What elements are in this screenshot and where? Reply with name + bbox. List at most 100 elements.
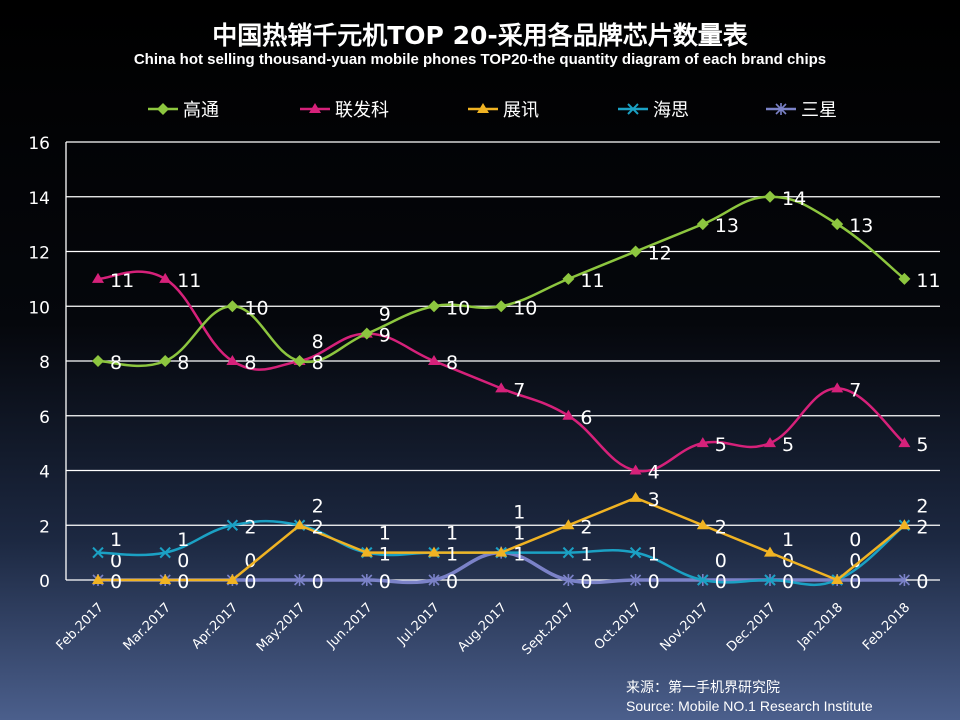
triangle-marker <box>360 546 373 557</box>
x-tick-label: Jul.2017 <box>394 600 443 649</box>
asterisk-marker <box>361 574 373 586</box>
data-label: 0 <box>849 571 861 593</box>
triangle-marker <box>696 519 709 530</box>
x-marker <box>697 574 709 586</box>
legend-item-2: 展讯 <box>468 100 539 121</box>
source-line-cn: 来源：第一手机界研究院 <box>626 679 780 695</box>
legend-label: 三星 <box>801 100 837 121</box>
triangle-marker <box>831 574 844 584</box>
triangle-marker <box>309 103 321 113</box>
triangle-marker <box>629 464 642 475</box>
triangle-marker <box>562 519 575 530</box>
diamond-marker <box>159 355 172 367</box>
diamond-marker <box>562 272 575 285</box>
data-label: 2 <box>715 516 727 538</box>
x-marker <box>629 546 642 559</box>
triangle-marker <box>477 103 489 113</box>
y-tick-label: 10 <box>28 298 50 318</box>
data-label: 8 <box>312 352 324 374</box>
legend-label: 海思 <box>653 100 689 121</box>
y-tick-label: 2 <box>39 517 50 537</box>
data-label: 10 <box>244 297 268 319</box>
diamond-marker <box>696 218 709 231</box>
data-label: 3 <box>648 489 660 511</box>
x-marker <box>159 546 171 559</box>
data-label: 1 <box>782 529 794 551</box>
data-label: 11 <box>110 270 134 292</box>
data-label: 2 <box>916 516 928 538</box>
diamond-marker <box>92 355 104 367</box>
y-tick-label: 14 <box>28 189 50 209</box>
data-label: 1 <box>513 544 525 566</box>
chart-subtitle: China hot selling thousand-yuan mobile p… <box>133 51 827 68</box>
asterisk-marker <box>294 574 306 586</box>
diamond-marker <box>157 103 169 115</box>
data-label: 5 <box>715 434 727 456</box>
triangle-marker <box>495 382 508 393</box>
x-tick-label: Feb.2017 <box>54 600 107 653</box>
y-tick-label: 4 <box>39 463 50 483</box>
data-label: 11 <box>177 270 201 292</box>
data-label: 2 <box>312 495 324 517</box>
asterisk-marker <box>562 574 574 586</box>
data-label: 0 <box>110 571 122 593</box>
data-label: 2 <box>244 516 256 538</box>
triangle-marker <box>226 574 239 584</box>
triangle-marker <box>898 437 911 448</box>
asterisk-marker <box>630 574 642 586</box>
legend-label: 联发科 <box>335 100 389 121</box>
chart-title: 中国热销千元机TOP 20-采用各品牌芯片数量表 <box>212 21 748 50</box>
data-label: 4 <box>648 462 660 484</box>
data-label: 1 <box>379 544 391 566</box>
data-label: 10 <box>446 297 470 319</box>
data-label: 1 <box>513 502 525 524</box>
asterisk-marker <box>428 574 440 586</box>
diamond-marker <box>293 355 306 367</box>
triangle-marker <box>696 437 709 448</box>
data-label: 10 <box>513 297 537 319</box>
y-tick-label: 16 <box>28 134 50 154</box>
diamond-marker <box>898 272 911 285</box>
x-tick-label: Jun.2017 <box>324 600 376 652</box>
data-label: 0 <box>782 571 794 593</box>
data-label: 0 <box>648 571 660 593</box>
triangle-marker <box>92 574 104 584</box>
x-marker <box>226 519 239 531</box>
x-tick-label: Sept.2017 <box>519 600 577 658</box>
data-label: 11 <box>916 270 940 292</box>
data-label: 9 <box>379 325 391 347</box>
triangle-marker <box>898 519 911 530</box>
x-tick-label: Aug.2017 <box>455 600 510 655</box>
legend-item-3: 海思 <box>618 100 689 121</box>
data-label: 8 <box>244 352 256 374</box>
legend-label: 高通 <box>183 100 219 121</box>
triangle-marker <box>562 409 575 420</box>
diamond-marker <box>495 300 508 313</box>
data-label: 11 <box>580 270 604 292</box>
triangle-marker <box>764 546 776 557</box>
series-line <box>97 195 906 368</box>
legend-item-4: 三星 <box>766 100 837 121</box>
diamond-marker <box>360 327 373 340</box>
data-label: 1 <box>648 544 660 566</box>
data-label: 7 <box>513 379 525 401</box>
data-label: 1 <box>513 523 525 545</box>
data-label: 1 <box>580 544 592 566</box>
data-label: 0 <box>177 550 189 572</box>
triangle-marker <box>428 546 440 557</box>
data-label: 0 <box>312 571 324 593</box>
x-marker <box>92 546 104 559</box>
data-label: 6 <box>580 407 592 429</box>
triangle-marker <box>293 519 306 530</box>
data-label: 5 <box>916 434 928 456</box>
data-label: 0 <box>244 571 256 593</box>
data-label: 13 <box>849 215 873 237</box>
data-label: 5 <box>782 434 794 456</box>
diamond-marker <box>226 300 239 313</box>
triangle-marker <box>226 355 239 365</box>
x-marker <box>562 546 575 559</box>
legend-label: 展讯 <box>503 100 539 121</box>
triangle-marker <box>428 355 440 365</box>
source-line-en: Source: Mobile NO.1 Research Institute <box>626 698 873 714</box>
x-tick-label: May.2017 <box>254 600 309 655</box>
